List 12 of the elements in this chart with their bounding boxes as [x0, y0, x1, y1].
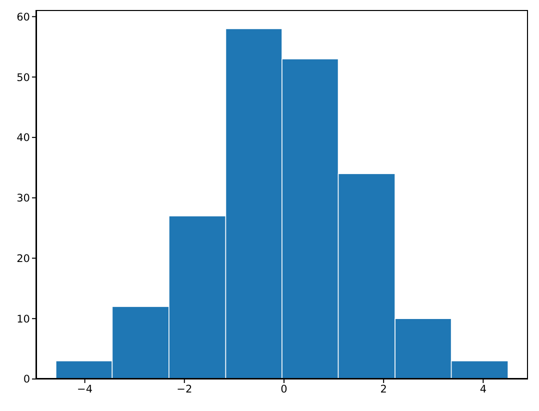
x-tick-label: 0	[280, 383, 288, 396]
x-tick-label: −4	[77, 383, 93, 396]
x-tick-label: 4	[480, 383, 487, 396]
y-tick-label: 50	[16, 72, 30, 84]
y-tick-label: 20	[16, 252, 30, 265]
y-tick-label: 30	[16, 192, 30, 205]
x-tick-label: 2	[380, 383, 387, 396]
y-tick-label: 0	[23, 374, 30, 386]
y-tick-label: 10	[16, 313, 30, 326]
y-tick-label: 40	[16, 132, 30, 144]
y-tick-label: 60	[16, 11, 30, 24]
x-tick-label: −2	[176, 383, 192, 396]
